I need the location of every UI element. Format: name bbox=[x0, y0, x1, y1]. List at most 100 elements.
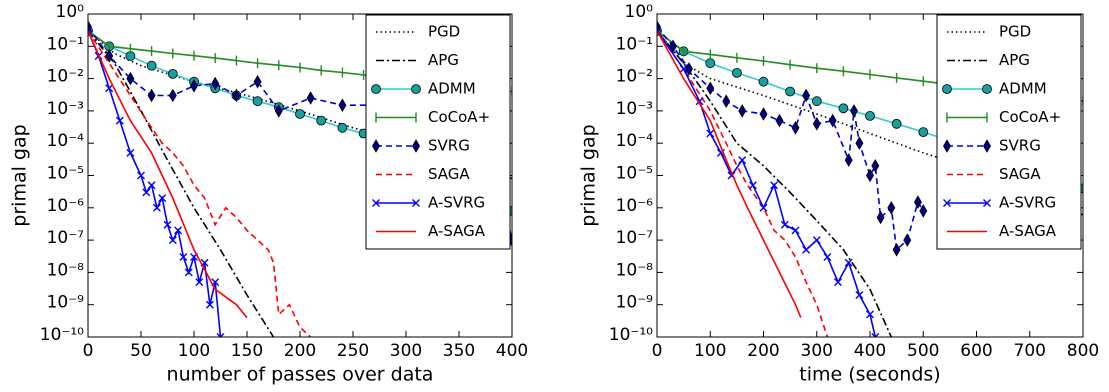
series-marker bbox=[115, 116, 124, 125]
series-marker bbox=[657, 26, 661, 35]
legend-marker bbox=[983, 199, 991, 207]
series-marker bbox=[232, 88, 241, 103]
x-tick-label: 700 bbox=[1014, 341, 1046, 361]
series-marker bbox=[780, 220, 789, 229]
legend-label: PGD bbox=[999, 23, 1031, 41]
series-marker bbox=[195, 278, 204, 287]
x-tick-label: 200 bbox=[747, 341, 779, 361]
series-marker bbox=[190, 79, 198, 93]
y-tick-label: 10⁻⁹ bbox=[47, 293, 85, 313]
y-tick-label: 10⁻¹ bbox=[47, 34, 84, 54]
series-marker bbox=[125, 51, 136, 61]
x-tick-label: 100 bbox=[694, 341, 726, 361]
legend-label: PGD bbox=[428, 23, 460, 41]
legend-box bbox=[936, 14, 1082, 250]
series-marker bbox=[871, 333, 880, 337]
x-tick-label: 0 bbox=[83, 341, 94, 361]
legend-label: APG bbox=[428, 51, 459, 69]
series-marker bbox=[876, 210, 885, 225]
legend-marker bbox=[943, 139, 951, 153]
legend-label: SVRG bbox=[999, 137, 1041, 155]
x-tick-label: 600 bbox=[960, 341, 992, 361]
series-marker bbox=[168, 88, 177, 103]
y-tick-label: 10⁻⁷ bbox=[616, 228, 654, 248]
series-marker bbox=[706, 81, 715, 96]
series-marker bbox=[903, 233, 912, 247]
x-tick-label: 250 bbox=[337, 341, 369, 361]
series-marker bbox=[338, 98, 347, 112]
series-marker bbox=[834, 278, 842, 287]
series-marker bbox=[88, 26, 92, 35]
y-tick-label: 10⁰ bbox=[625, 2, 654, 22]
series-marker bbox=[706, 129, 715, 138]
series-marker bbox=[126, 148, 135, 157]
legend-label: A-SAGA bbox=[999, 222, 1057, 240]
series-line bbox=[657, 30, 877, 337]
legend: PGD APG ADMM CoCoA+ SVRG SAGA A-SVRG A-SAGA bbox=[365, 14, 511, 250]
x-tick-label: 350 bbox=[443, 341, 475, 361]
legend-marker bbox=[412, 199, 420, 207]
legend-label: CoCoA+ bbox=[999, 108, 1061, 126]
series-marker bbox=[855, 291, 864, 299]
y-tick-label: 10⁻² bbox=[616, 67, 653, 87]
series-marker bbox=[759, 107, 768, 121]
series-line bbox=[657, 30, 802, 318]
series-marker bbox=[812, 236, 821, 245]
y-tick-label: 10⁻⁴ bbox=[47, 131, 85, 151]
legend-marker bbox=[983, 139, 991, 153]
series-line bbox=[88, 30, 275, 337]
series-line bbox=[657, 26, 924, 252]
x-tick-label: 400 bbox=[496, 341, 528, 361]
series-marker bbox=[891, 118, 902, 129]
series-marker bbox=[738, 156, 747, 165]
x-axis-label: number of passes over data bbox=[167, 364, 434, 386]
x-tick-label: 0 bbox=[652, 341, 663, 361]
series-marker bbox=[828, 113, 837, 128]
y-tick-label: 10⁻⁸ bbox=[616, 260, 654, 280]
series-marker bbox=[152, 203, 161, 212]
y-tick-label: 10⁻¹ bbox=[616, 34, 653, 54]
series-marker bbox=[775, 113, 784, 128]
y-tick-label: 10⁻⁴ bbox=[616, 131, 654, 151]
legend-box bbox=[365, 14, 511, 250]
series-marker bbox=[146, 60, 157, 71]
series-marker bbox=[316, 115, 327, 126]
series-marker bbox=[812, 117, 821, 131]
series-marker bbox=[716, 148, 725, 157]
legend-marker bbox=[982, 84, 992, 94]
series-line bbox=[88, 30, 312, 337]
series-marker bbox=[167, 69, 178, 79]
x-tick-label: 200 bbox=[284, 341, 316, 361]
series-marker bbox=[274, 104, 283, 118]
series-marker bbox=[791, 121, 800, 135]
y-tick-label: 10⁻⁵ bbox=[47, 164, 84, 184]
series-marker bbox=[126, 71, 135, 86]
legend-label: CoCoA+ bbox=[428, 108, 490, 126]
series-marker bbox=[785, 86, 795, 97]
series-line bbox=[657, 30, 893, 337]
series-marker bbox=[732, 68, 742, 78]
legend-marker bbox=[372, 199, 380, 207]
series-marker bbox=[295, 109, 305, 119]
series-marker bbox=[705, 58, 716, 69]
series-marker bbox=[105, 49, 114, 63]
x-tick-label: 300 bbox=[801, 341, 833, 361]
x-axis-label: time (seconds) bbox=[799, 364, 940, 386]
series-marker bbox=[168, 236, 177, 245]
y-tick-label: 10⁻⁵ bbox=[616, 164, 653, 184]
legend-label: A-SVRG bbox=[999, 194, 1056, 212]
y-tick-label: 10⁻¹⁰ bbox=[609, 325, 653, 345]
series-marker bbox=[722, 94, 731, 108]
plot-frame bbox=[87, 13, 513, 338]
plot-frame bbox=[656, 13, 1084, 338]
series-marker bbox=[738, 104, 747, 118]
legend-label: A-SAGA bbox=[428, 222, 486, 240]
series-marker bbox=[337, 122, 348, 133]
series-marker bbox=[802, 245, 811, 254]
y-tick-label: 10⁻⁸ bbox=[47, 260, 85, 280]
series-marker bbox=[253, 74, 262, 89]
series-marker bbox=[669, 39, 677, 54]
y-tick-label: 10⁻⁶ bbox=[616, 196, 654, 216]
legend-marker bbox=[411, 84, 421, 94]
series-marker bbox=[850, 104, 858, 118]
